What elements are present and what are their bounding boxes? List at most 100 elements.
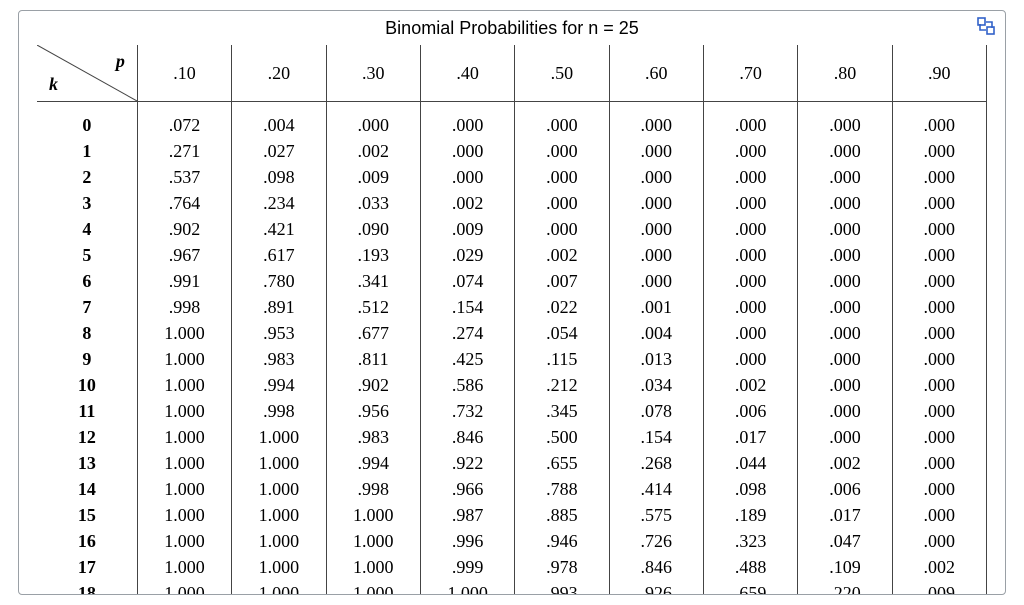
- table-row: 1.271.027.002.000.000.000.000.000.000: [37, 138, 987, 164]
- value-cell: .000: [703, 216, 797, 242]
- value-cell: .732: [420, 398, 514, 424]
- value-cell: .000: [798, 164, 892, 190]
- value-cell: 1.000: [137, 398, 231, 424]
- k-cell: 0: [37, 112, 137, 138]
- value-cell: 1.000: [232, 554, 326, 580]
- value-cell: .000: [798, 320, 892, 346]
- value-cell: .000: [609, 112, 703, 138]
- value-cell: .991: [137, 268, 231, 294]
- value-cell: .000: [703, 112, 797, 138]
- value-cell: 1.000: [137, 450, 231, 476]
- header-row: p k .10.20.30.40.50.60.70.80.90: [37, 45, 987, 102]
- table-row: 161.0001.0001.000.996.946.726.323.047.00…: [37, 528, 987, 554]
- value-cell: .000: [892, 424, 986, 450]
- k-cell: 9: [37, 346, 137, 372]
- value-cell: .987: [420, 502, 514, 528]
- value-cell: .000: [703, 164, 797, 190]
- k-cell: 17: [37, 554, 137, 580]
- value-cell: .586: [420, 372, 514, 398]
- value-cell: .002: [703, 372, 797, 398]
- value-cell: .000: [892, 450, 986, 476]
- k-cell: 4: [37, 216, 137, 242]
- value-cell: .098: [703, 476, 797, 502]
- header-diagonal-cell: p k: [37, 45, 137, 102]
- value-cell: .000: [798, 424, 892, 450]
- table-row: 151.0001.0001.000.987.885.575.189.017.00…: [37, 502, 987, 528]
- value-cell: .006: [798, 476, 892, 502]
- value-cell: .537: [137, 164, 231, 190]
- k-cell: 8: [37, 320, 137, 346]
- value-cell: .047: [798, 528, 892, 554]
- value-cell: .341: [326, 268, 420, 294]
- value-cell: .000: [798, 346, 892, 372]
- value-cell: 1.000: [232, 528, 326, 554]
- value-cell: .846: [609, 554, 703, 580]
- value-cell: .000: [609, 164, 703, 190]
- value-cell: .788: [515, 476, 609, 502]
- k-cell: 10: [37, 372, 137, 398]
- value-cell: .000: [703, 190, 797, 216]
- value-cell: 1.000: [326, 554, 420, 580]
- value-cell: .074: [420, 268, 514, 294]
- column-header: .20: [232, 45, 326, 102]
- value-cell: .999: [420, 554, 514, 580]
- value-cell: .414: [609, 476, 703, 502]
- value-cell: 1.000: [326, 580, 420, 595]
- value-cell: .659: [703, 580, 797, 595]
- value-cell: .022: [515, 294, 609, 320]
- value-cell: .000: [515, 164, 609, 190]
- value-cell: .726: [609, 528, 703, 554]
- value-cell: .000: [798, 372, 892, 398]
- table-panel: Binomial Probabilities for n = 25: [18, 10, 1006, 595]
- value-cell: .000: [703, 242, 797, 268]
- k-cell: 15: [37, 502, 137, 528]
- value-cell: .902: [326, 372, 420, 398]
- value-cell: .000: [892, 216, 986, 242]
- value-cell: .212: [515, 372, 609, 398]
- value-cell: .655: [515, 450, 609, 476]
- binomial-table: p k .10.20.30.40.50.60.70.80.90 0.072 .00…: [37, 45, 987, 595]
- table-row: 131.0001.000.994.922.655.268.044.002.000: [37, 450, 987, 476]
- value-cell: 1.000: [326, 502, 420, 528]
- value-cell: .220: [798, 580, 892, 595]
- value-cell: .072: [137, 112, 231, 138]
- value-cell: .000: [892, 502, 986, 528]
- value-cell: .000: [420, 164, 514, 190]
- column-header: .10: [137, 45, 231, 102]
- header-k-label: k: [49, 74, 58, 95]
- value-cell: .000: [892, 372, 986, 398]
- value-cell: .998: [232, 398, 326, 424]
- value-cell: 1.000: [326, 528, 420, 554]
- value-cell: .780: [232, 268, 326, 294]
- value-cell: .617: [232, 242, 326, 268]
- value-cell: .002: [420, 190, 514, 216]
- value-cell: 1.000: [137, 502, 231, 528]
- expand-icon[interactable]: [977, 17, 995, 40]
- table-row: 91.000.983.811.425.115.013.000.000.000: [37, 346, 987, 372]
- value-cell: 1.000: [420, 580, 514, 595]
- value-cell: .000: [892, 112, 986, 138]
- k-cell: 18: [37, 580, 137, 595]
- value-cell: .512: [326, 294, 420, 320]
- value-cell: .009: [326, 164, 420, 190]
- value-cell: .000: [892, 268, 986, 294]
- value-cell: .000: [798, 242, 892, 268]
- value-cell: .044: [703, 450, 797, 476]
- table-row: 141.0001.000.998.966.788.414.098.006.000: [37, 476, 987, 502]
- value-cell: .034: [609, 372, 703, 398]
- value-cell: .323: [703, 528, 797, 554]
- value-cell: .000: [420, 138, 514, 164]
- value-cell: .998: [326, 476, 420, 502]
- value-cell: .000: [609, 216, 703, 242]
- column-header: .30: [326, 45, 420, 102]
- value-cell: .993: [515, 580, 609, 595]
- value-cell: .575: [609, 502, 703, 528]
- k-cell: 6: [37, 268, 137, 294]
- value-cell: .002: [798, 450, 892, 476]
- value-cell: .000: [703, 294, 797, 320]
- value-cell: .926: [609, 580, 703, 595]
- value-cell: .007: [515, 268, 609, 294]
- value-cell: .000: [892, 528, 986, 554]
- table-title: Binomial Probabilities for n = 25: [385, 18, 639, 39]
- k-cell: 3: [37, 190, 137, 216]
